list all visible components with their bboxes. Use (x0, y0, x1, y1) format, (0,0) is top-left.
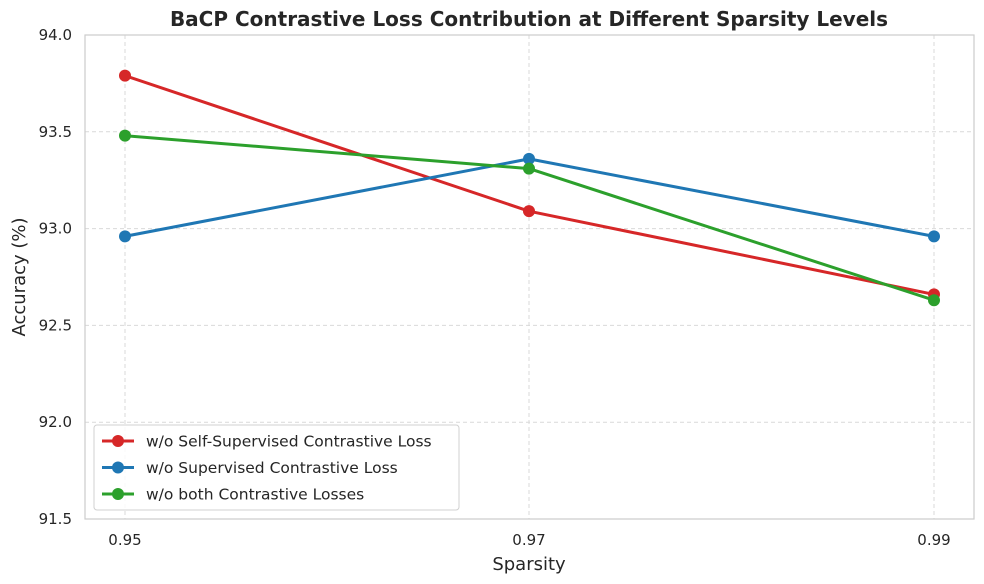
x-tick-label: 0.99 (917, 531, 950, 549)
legend-marker (112, 488, 124, 500)
series-3 (119, 129, 940, 307)
data-point (523, 162, 535, 175)
data-point (928, 230, 940, 243)
legend-box (93, 424, 460, 511)
data-point (928, 294, 940, 307)
x-axis-label: Sparsity (492, 554, 566, 575)
legend-label: w/o Supervised Contrastive Loss (146, 459, 398, 477)
legend-marker (112, 461, 124, 474)
chart-title: BaCP Contrastive Loss Contribution at Di… (170, 7, 888, 31)
legend-label: w/o both Contrastive Losses (146, 486, 364, 504)
y-axis-label: Accuracy (%) (9, 217, 30, 336)
legend: w/o Self-Supervised Contrastive Loss w/o … (93, 424, 460, 511)
data-point (119, 69, 131, 82)
legend-label: w/o Self-Supervised Contrastive Loss (146, 433, 432, 451)
x-tick-label: 0.95 (108, 531, 141, 549)
tick-labels: 91.5 92.0 92.5 93.0 93.5 94.0 0.95 0.97 0.99 (39, 26, 951, 549)
y-tick-label: 94.0 (39, 26, 72, 44)
y-tick-label: 92.0 (39, 413, 72, 431)
data-point (523, 205, 535, 218)
legend-item: w/o both Contrastive Losses (102, 486, 364, 504)
legend-item: w/o Self-Supervised Contrastive Loss (102, 433, 432, 451)
y-tick-label: 92.5 (39, 316, 72, 334)
legend-marker (112, 435, 124, 447)
data-point (119, 230, 131, 243)
series-2 (119, 152, 940, 243)
x-tick-label: 0.97 (512, 531, 545, 549)
series-layer (119, 69, 940, 307)
legend-item: w/o Supervised Contrastive Loss (102, 459, 398, 477)
data-point (523, 152, 535, 165)
y-tick-label: 93.5 (39, 123, 72, 141)
y-tick-label: 91.5 (39, 510, 72, 528)
plot-frame (84, 34, 975, 520)
y-tick-label: 93.0 (39, 220, 72, 238)
data-point (119, 129, 131, 142)
